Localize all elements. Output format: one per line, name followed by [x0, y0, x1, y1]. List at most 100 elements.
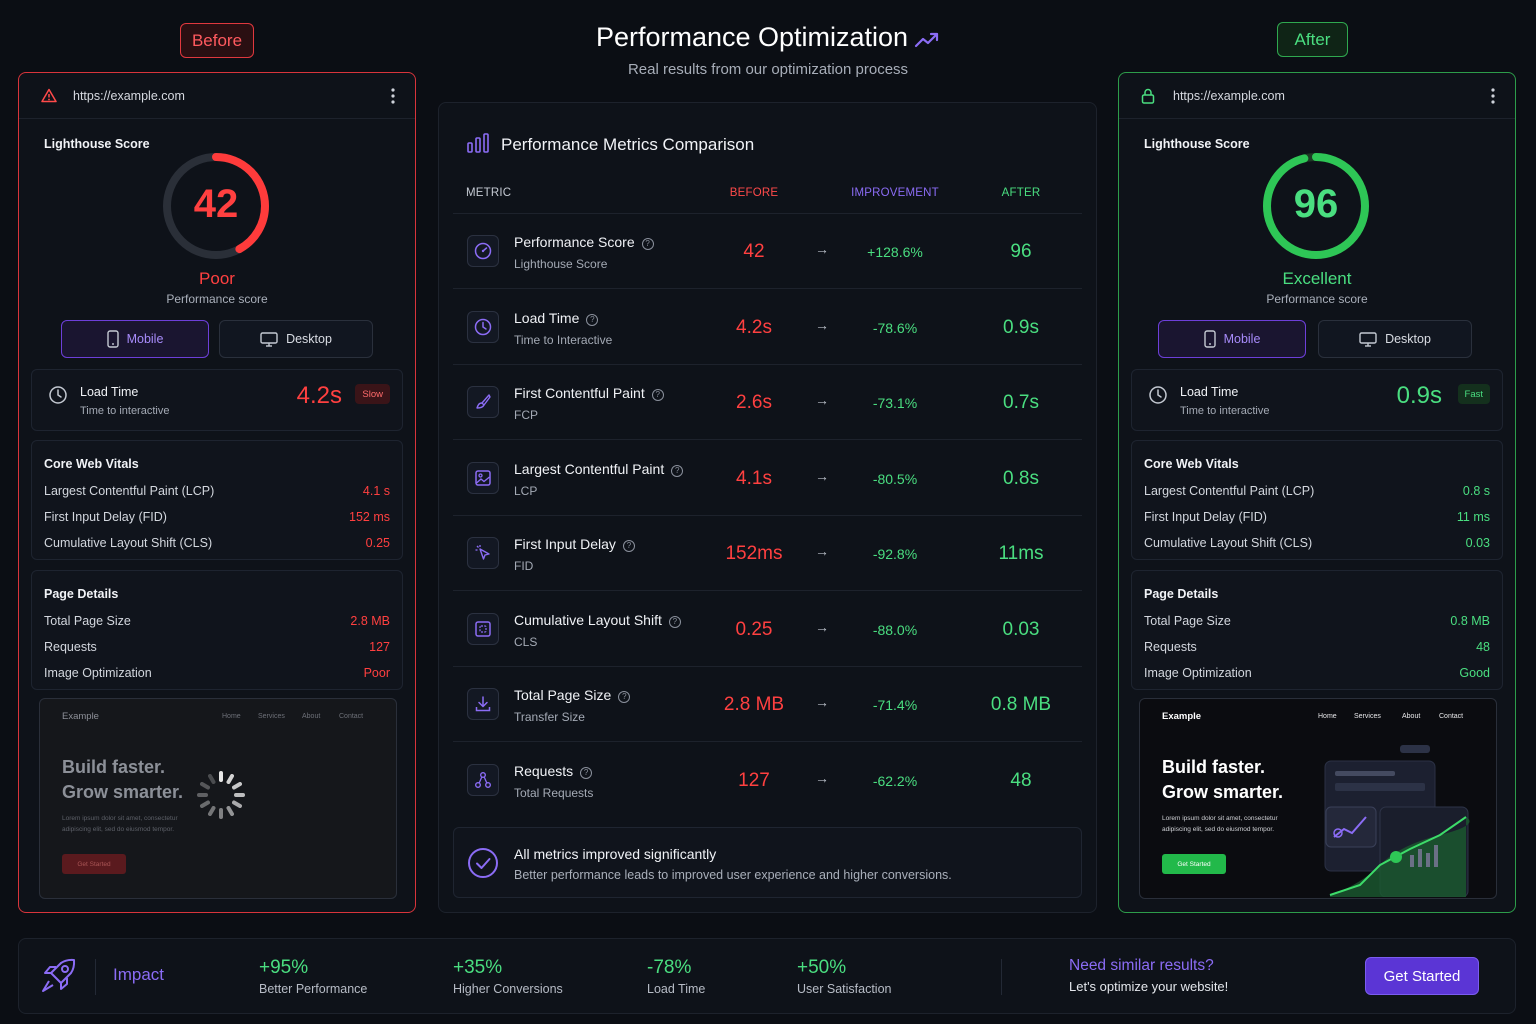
arrow-right-icon: →	[815, 392, 829, 408]
pd-row-image: Image Optimization Good	[1144, 666, 1490, 680]
pointer-icon	[467, 537, 499, 569]
help-icon[interactable]: ?	[580, 766, 593, 779]
help-icon[interactable]: ?	[641, 238, 654, 250]
load-time-sub: Time to interactive	[80, 405, 170, 417]
dashboard-illustration	[1324, 745, 1470, 897]
warning-icon	[41, 88, 61, 103]
metric-after: 0.8 MB	[990, 694, 1052, 715]
preview-nav-contact: Contact	[1439, 713, 1464, 720]
metric-name: Largest Contentful Paint?	[514, 461, 684, 477]
more-menu-icon[interactable]	[1489, 87, 1497, 104]
after-tag: After	[1277, 22, 1348, 57]
pd-row-image: Image Optimization Poor	[44, 666, 390, 680]
preview-logo: Example	[1162, 711, 1202, 722]
pd-title: Page Details	[44, 587, 119, 601]
metric-improvement: -92.8%	[872, 546, 918, 562]
impact-stat-load-time: -78% Load Time	[647, 957, 706, 996]
preview-nav-home: Home	[1318, 713, 1337, 720]
help-icon[interactable]: ?	[622, 540, 635, 552]
after-core-web-vitals: Core Web Vitals Largest Contentful Paint…	[1131, 440, 1503, 560]
preview-nav-about: About	[1402, 713, 1421, 720]
cwv-row-cls: Cumulative Layout Shift (CLS) 0.03	[1144, 536, 1490, 550]
metric-after: 48	[1010, 769, 1032, 791]
preview-nav-services: Services	[1354, 713, 1381, 720]
help-icon[interactable]: ?	[651, 389, 664, 401]
impact-stat-satisfaction: +50% User Satisfaction	[797, 957, 892, 996]
metric-after: 0.8s	[1003, 467, 1039, 489]
preview-nav-about: About	[302, 713, 321, 720]
cwv-title: Core Web Vitals	[1144, 457, 1239, 471]
after-rating: Excellent	[1282, 269, 1352, 288]
cwv-row-lcp: Largest Contentful Paint (LCP) 4.1 s	[44, 484, 390, 498]
clock-icon	[467, 310, 499, 343]
comparison-panel: Performance Metrics Comparison METRIC BE…	[438, 102, 1097, 913]
arrow-right-icon: →	[815, 694, 829, 710]
clock-icon	[49, 386, 67, 404]
metric-after: 96	[1010, 241, 1032, 262]
metric-before: 4.1s	[736, 467, 772, 489]
cwv-row-fid: First Input Delay (FID) 11 ms	[1144, 510, 1490, 524]
desktop-button[interactable]: Desktop	[219, 320, 373, 358]
metric-name: Total Page Size?	[514, 687, 631, 703]
desktop-label: Desktop	[1385, 332, 1431, 346]
summary-text: Better performance leads to improved use…	[514, 868, 952, 882]
clock-icon	[1149, 386, 1167, 404]
impact-stat-conversions: +35% Higher Conversions	[453, 957, 563, 996]
metric-before: 2.8 MB	[723, 694, 785, 715]
help-icon[interactable]: ?	[618, 691, 631, 703]
before-load-time-card: Load Time Time to interactive 4.2s Slow	[31, 369, 403, 431]
brush-icon	[467, 386, 499, 418]
preview-headline: Build faster. Grow smarter.	[1162, 757, 1284, 802]
metric-improvement: -88.0%	[872, 621, 918, 638]
before-site-preview: Example Home Services About Contact Buil…	[39, 698, 397, 899]
preview-paragraph: Lorem ipsum dolor sit amet, consectetur a…	[62, 815, 178, 833]
load-time-label: Load Time	[80, 385, 139, 399]
after-site-preview: Example Home Services About Contact Buil…	[1139, 698, 1497, 899]
pd-row-size: Total Page Size 2.8 MB	[44, 614, 390, 628]
metric-name: Performance Score?	[514, 234, 654, 250]
metric-sub: FCP	[514, 408, 538, 422]
comparison-title: Performance Metrics Comparison	[501, 135, 755, 154]
preview-get-started: Get Started	[1162, 854, 1226, 874]
preview-nav-contact: Contact	[339, 713, 364, 720]
before-core-web-vitals: Core Web Vitals Largest Contentful Paint…	[31, 440, 403, 560]
page-subtitle: Real results from our optimization proce…	[627, 61, 909, 78]
metric-name: Requests?	[514, 763, 593, 779]
lock-icon	[1141, 88, 1161, 104]
before-rating: Poor	[199, 269, 235, 288]
mobile-button[interactable]: Mobile	[1158, 320, 1306, 358]
preview-logo: Example	[62, 711, 99, 722]
metric-after: 0.9s	[1003, 316, 1039, 338]
lighthouse-label: Lighthouse Score	[44, 137, 150, 151]
metric-sub: CLS	[514, 634, 538, 649]
help-icon[interactable]: ?	[586, 313, 599, 326]
rocket-icon	[42, 958, 76, 992]
metric-row: First Input Delay? FID 152ms → -92.8% 11ms	[453, 516, 1082, 591]
after-url-bar: https://example.com	[1119, 73, 1515, 119]
before-score-gauge: 42	[161, 151, 271, 261]
impact-label: Impact	[113, 965, 165, 984]
desktop-button[interactable]: Desktop	[1318, 320, 1472, 358]
preview-headline: Build faster. Grow smarter.	[62, 757, 184, 802]
mobile-button[interactable]: Mobile	[61, 320, 209, 358]
metric-name: Cumulative Layout Shift?	[514, 612, 681, 628]
layout-icon	[467, 612, 499, 645]
col-before: BEFORE	[729, 187, 779, 199]
metric-improvement: -78.6%	[872, 319, 918, 336]
preview-get-started: Get Started	[62, 854, 126, 874]
help-icon[interactable]: ?	[671, 464, 684, 477]
metric-before: 2.6s	[736, 392, 772, 413]
metric-sub: Time to Interactive	[514, 332, 613, 347]
download-icon	[467, 688, 499, 720]
get-started-button[interactable]: Get Started	[1365, 957, 1479, 995]
metric-before: 152ms	[725, 543, 783, 564]
load-time-sub: Time to interactive	[1180, 405, 1270, 417]
metric-before: 4.2s	[736, 316, 772, 338]
network-icon	[467, 763, 499, 796]
help-icon[interactable]: ?	[668, 615, 681, 628]
mobile-icon	[106, 330, 119, 348]
metric-row: Total Page Size? Transfer Size 2.8 MB → -71.…	[453, 667, 1082, 742]
after-load-time-card: Load Time Time to interactive 0.9s Fast	[1131, 369, 1503, 431]
more-menu-icon[interactable]	[389, 87, 397, 104]
before-tag: Before	[180, 23, 254, 58]
